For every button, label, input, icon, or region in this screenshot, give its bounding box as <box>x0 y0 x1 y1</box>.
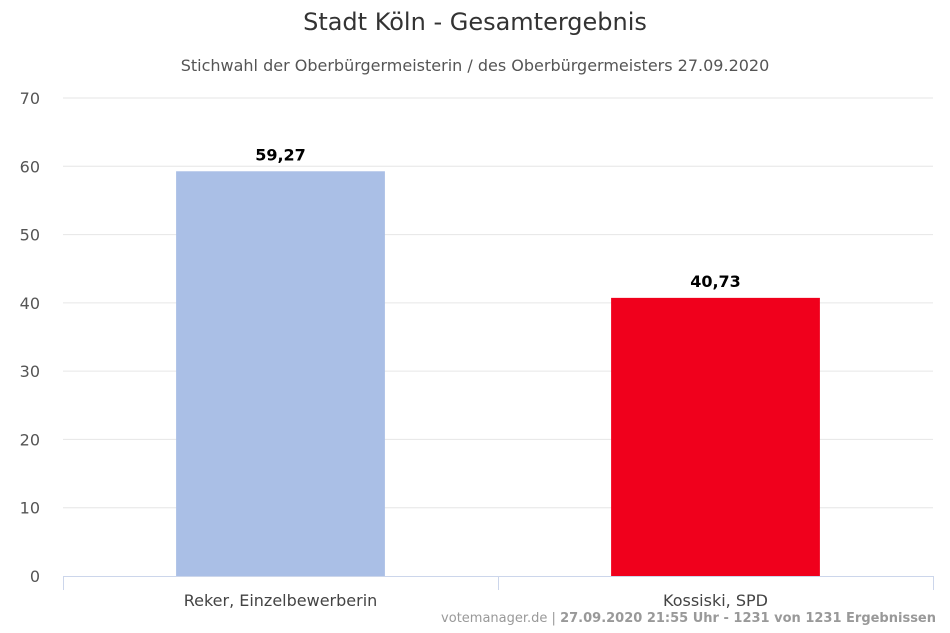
y-tick-label: 0 <box>30 567 40 586</box>
x-tick-label-0: Reker, Einzelbewerberin <box>184 591 378 610</box>
x-tick-label-1: Kossiski, SPD <box>663 591 768 610</box>
x-axis: Reker, Einzelbewerberin Kossiski, SPD <box>63 576 934 610</box>
bar-1[interactable] <box>611 297 820 576</box>
bar-0[interactable] <box>176 171 385 576</box>
y-tick-label: 60 <box>20 157 40 176</box>
footer-separator: | <box>547 611 561 626</box>
y-tick-label: 70 <box>20 89 40 108</box>
y-tick-label: 10 <box>20 499 40 518</box>
bars <box>176 171 820 576</box>
data-labels: 59,27 40,73 <box>255 145 741 291</box>
y-tick-label: 20 <box>20 430 40 449</box>
data-label-0: 59,27 <box>255 145 306 164</box>
y-tick-label: 50 <box>20 226 40 245</box>
footer-source[interactable]: votemanager.de <box>441 611 548 626</box>
footer-status: 27.09.2020 21:55 Uhr - 1231 von 1231 Erg… <box>560 611 936 626</box>
data-label-1: 40,73 <box>690 272 741 291</box>
footer: votemanager.de | 27.09.2020 21:55 Uhr - … <box>441 611 936 626</box>
y-tick-label: 30 <box>20 362 40 381</box>
chart-title: Stadt Köln - Gesamtergebnis <box>303 8 647 36</box>
y-axis-ticks: 0 10 20 30 40 50 60 70 <box>20 89 40 586</box>
chart-subtitle: Stichwahl der Oberbürgermeisterin / des … <box>180 56 770 75</box>
y-tick-label: 40 <box>20 294 40 313</box>
